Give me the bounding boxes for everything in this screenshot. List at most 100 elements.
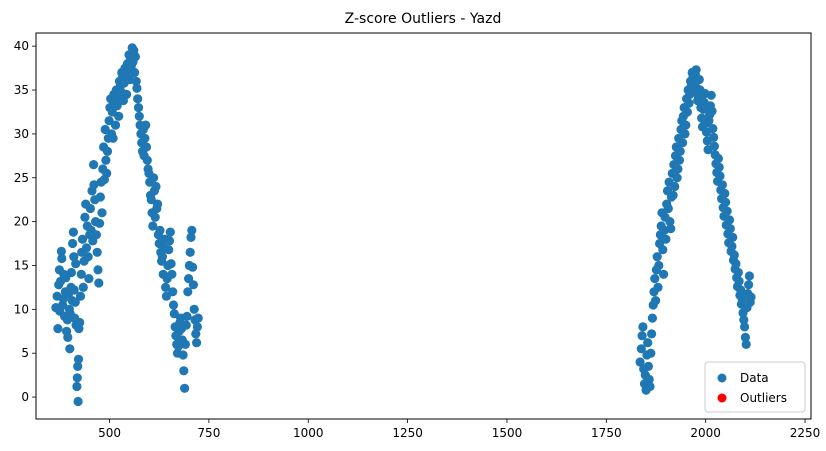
- data-point: [715, 171, 725, 181]
- data-point: [110, 120, 121, 130]
- data-point: [73, 396, 83, 407]
- data-point: [89, 180, 99, 190]
- data-point: [644, 374, 654, 385]
- data-point: [81, 243, 92, 253]
- axes: 500 750 1000 1250 1500 1750 2000 2250 0 5 10 15 20 25…: [14, 39, 821, 440]
- data-point: [184, 274, 194, 284]
- data-point: [164, 245, 174, 255]
- data-point: [722, 206, 732, 216]
- y-tick-label: 15: [14, 258, 29, 272]
- data-point: [691, 65, 701, 75]
- data-point: [680, 129, 690, 139]
- data-point: [661, 234, 671, 244]
- data-point: [65, 344, 75, 354]
- data-point: [133, 94, 143, 104]
- data-point: [708, 124, 718, 134]
- data-point: [674, 155, 685, 165]
- data-point: [675, 146, 685, 156]
- data-point: [643, 361, 654, 371]
- data-point: [95, 192, 105, 202]
- data-point: [740, 332, 751, 342]
- data-point: [682, 107, 693, 117]
- data-point: [133, 103, 144, 113]
- data-point: [740, 322, 750, 332]
- y-tick-label: 30: [14, 127, 29, 141]
- data-point: [85, 203, 95, 214]
- data-point: [188, 280, 198, 290]
- y-tick-label: 35: [14, 83, 29, 97]
- data-point: [191, 329, 201, 339]
- data-point: [709, 132, 719, 142]
- data-point: [694, 74, 704, 85]
- data-point: [733, 267, 743, 278]
- data-point: [647, 329, 657, 339]
- x-tick-label: 1250: [392, 426, 423, 440]
- data-point: [651, 296, 661, 306]
- data-point: [148, 221, 158, 231]
- data-point: [165, 227, 175, 237]
- data-point: [744, 280, 754, 290]
- data-point: [658, 245, 668, 255]
- data-point: [637, 331, 647, 341]
- data-point: [713, 153, 724, 164]
- data-point: [89, 160, 99, 170]
- legend-data-marker: [717, 373, 727, 383]
- data-point: [73, 354, 84, 364]
- data-point: [101, 155, 111, 165]
- data-point: [130, 52, 140, 62]
- data-point: [187, 225, 197, 235]
- data-point: [728, 232, 738, 242]
- data-point: [71, 259, 81, 269]
- data-point: [149, 173, 159, 183]
- data-point: [668, 190, 678, 200]
- data-point: [112, 101, 122, 111]
- data-point: [684, 98, 694, 108]
- data-point: [193, 313, 203, 323]
- data-point: [63, 332, 73, 342]
- data-point: [724, 215, 735, 225]
- data-point: [95, 218, 105, 228]
- data-point: [122, 89, 132, 99]
- data-point: [161, 282, 171, 292]
- chart-title: Z-score Outliers - Yazd: [345, 11, 502, 27]
- data-point: [183, 287, 193, 297]
- x-tick-label: 2250: [790, 426, 821, 440]
- data-point: [80, 212, 90, 222]
- data-point: [70, 297, 80, 307]
- data-point: [150, 212, 160, 222]
- data-point: [167, 269, 177, 279]
- data-point: [169, 309, 179, 319]
- data-point: [643, 338, 653, 348]
- data-point: [729, 250, 739, 260]
- data-point: [698, 104, 708, 114]
- data-point: [734, 276, 744, 286]
- data-point: [132, 83, 142, 93]
- data-point: [720, 188, 730, 199]
- data-point: [69, 285, 79, 295]
- data-point: [706, 90, 716, 100]
- data-point: [714, 162, 724, 172]
- data-point: [108, 133, 118, 143]
- data-point: [134, 111, 144, 121]
- data-point: [192, 322, 202, 332]
- data-point: [725, 224, 735, 234]
- legend: Data Outliers: [704, 361, 806, 413]
- data-point: [102, 146, 113, 156]
- data-point: [672, 173, 682, 183]
- x-tick-label: 750: [197, 426, 220, 440]
- data-point: [646, 348, 656, 358]
- data-point: [155, 225, 165, 235]
- data-point: [93, 265, 103, 275]
- data-point: [638, 322, 648, 332]
- data-point: [76, 269, 86, 279]
- y-tick-label: 40: [14, 39, 29, 53]
- data-point: [180, 383, 190, 393]
- data-point: [75, 291, 86, 301]
- data-point: [180, 339, 190, 349]
- data-point: [182, 311, 192, 321]
- data-point: [659, 269, 669, 279]
- data-point: [141, 120, 151, 130]
- data-point: [681, 120, 691, 130]
- data-point: [75, 317, 85, 328]
- data-point: [654, 260, 664, 271]
